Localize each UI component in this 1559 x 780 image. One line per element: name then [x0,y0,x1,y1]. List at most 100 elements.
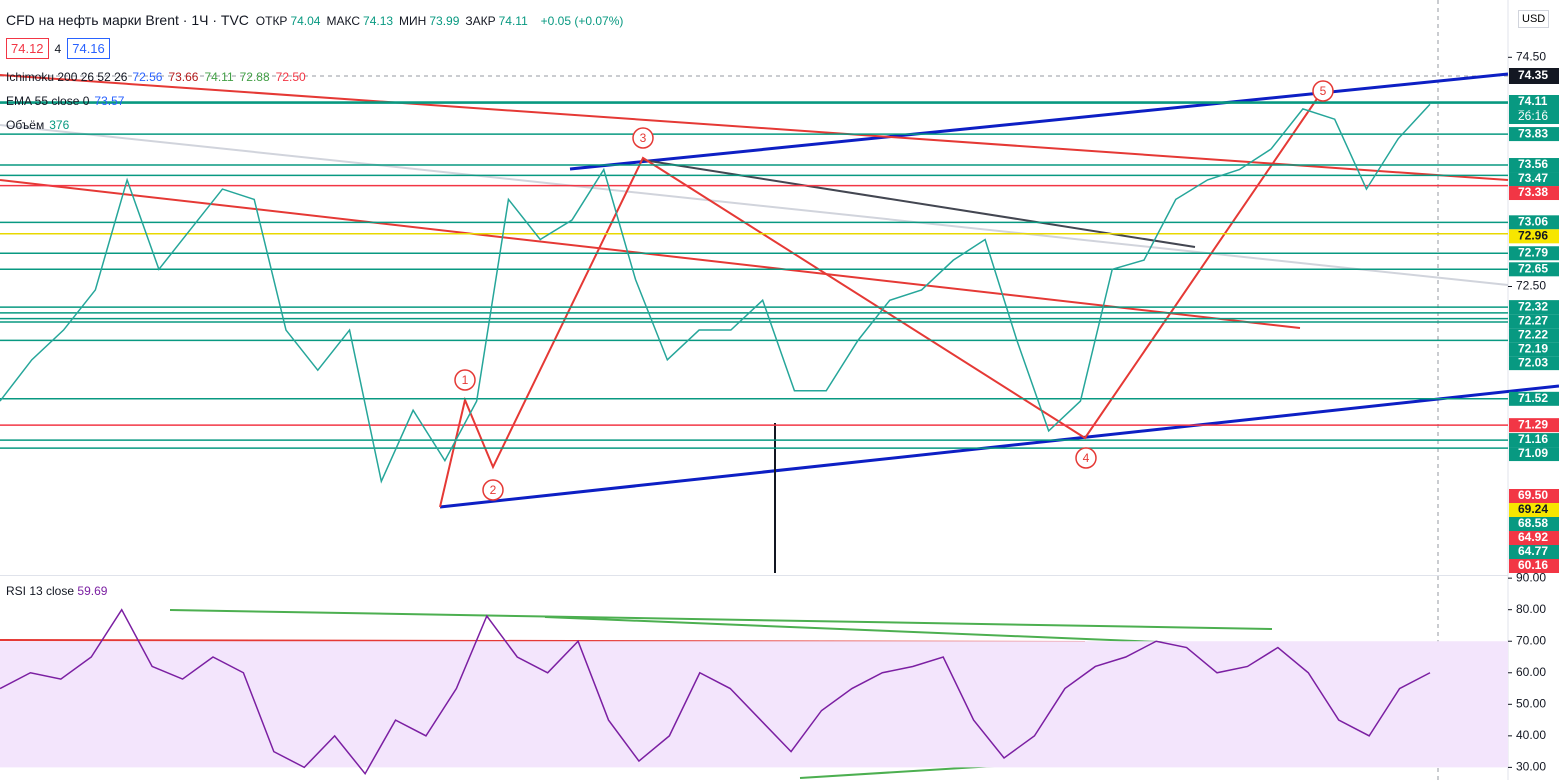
trendline [439,384,1559,509]
trendline [642,159,1196,248]
buy-box[interactable]: 74.16 [67,38,110,59]
y-tick-label: 30.00 [1516,760,1546,774]
ohlc-label: МИН [399,14,427,28]
ohlc-value: 74.13 [363,14,394,28]
wave-label: 4 [1083,451,1090,465]
wave-label: 1 [462,373,469,387]
rsi-legend: RSI 13 close 59.69 [6,584,107,598]
y-tick-label: 40.00 [1516,728,1546,742]
price-badge [1509,229,1559,244]
pane-divider [0,575,1508,576]
indicator-value: 376 [49,118,70,132]
price-badge [1509,531,1559,545]
price-badge-label: 71.16 [1518,432,1548,446]
indicator-value: 72.50 [275,70,306,84]
crosshair-badge [1509,68,1559,84]
price-badge-label: 73.38 [1518,185,1548,199]
ohlc: ОТКР 74.04 МАКС 74.13 МИН 73.99 ЗАКР 74.11 [256,14,534,28]
price-badge [1509,300,1559,315]
boxes: 74.12 4 74.16 [6,38,116,59]
price-badge-label: 73.56 [1518,157,1548,171]
price-badge-label: 72.65 [1518,261,1548,275]
trendline [0,124,1509,286]
rsi-trendline [169,609,1273,630]
rsi-line [0,608,1431,776]
price-badge [1509,503,1559,517]
price-badge-label: 72.96 [1518,228,1548,242]
price-line [0,103,1431,484]
indicator-value: 72.56 [132,70,163,84]
y-tick-label: 80.00 [1516,602,1546,616]
y-tick-label: 50.00 [1516,696,1546,710]
indicator-name: Объём [6,118,45,132]
price-badge-label: 72.03 [1518,355,1548,369]
price-badge [1509,489,1559,503]
wave-circle [632,127,654,149]
currency[interactable]: USD [1518,10,1550,28]
indicator-name: Ichimoku 200 26 52 26 [6,70,128,84]
price-badge [1509,314,1559,329]
wave-circle [454,369,476,391]
indicator-legend: Объём 376 [6,118,75,132]
wave-path [439,89,1324,508]
price-badge [1509,391,1559,406]
price-badge-label: 71.09 [1518,446,1548,460]
price-badge [1509,517,1559,531]
rsi-value: 59.69 [77,584,108,598]
y-tick-label: 74.50 [1516,49,1546,63]
symbol: CFD на нефть марки Brent · 1Ч · TVC [6,12,249,28]
price-badge [1509,127,1559,142]
price-badge [1509,433,1559,448]
price-badge-label: 72.19 [1518,341,1548,355]
spread: 4 [54,42,62,56]
price-badge [1509,215,1559,230]
price-badge-label: 71.52 [1518,391,1548,405]
wave-label: 5 [1320,84,1327,98]
trendline [569,72,1509,171]
price-badge [1509,94,1559,109]
wave-circle [1312,80,1334,102]
trendline [0,74,1509,181]
price-badge-label: 72.79 [1518,245,1548,259]
price-badge-label: 72.22 [1518,327,1548,341]
price-badge [1509,545,1559,559]
header: CFD на нефть марки Brent · 1Ч · TVC ОТКР… [6,12,626,28]
price-badge [1509,186,1559,201]
price-badge-label: 64.92 [1518,530,1548,544]
y-tick-label: 60.00 [1516,665,1546,679]
wave-circle [1075,447,1097,469]
price-badge-label: 69.50 [1518,488,1548,502]
price-badge-label: 72.27 [1518,313,1548,327]
price-badge-label: 60.16 [1518,558,1548,572]
indicator-legend: EMA 55 close 0 73.57 [6,94,130,108]
indicator-value: 74.11 [204,70,234,84]
wave-label: 3 [640,131,647,145]
price-badge-label: 64.77 [1518,544,1548,558]
indicator-value: 72.88 [239,70,270,84]
ohlc-label: ОТКР [255,14,288,28]
price-badge [1509,559,1559,573]
price-badge-label: 73.83 [1518,126,1548,140]
price-badge-label: 74.11 [1518,94,1548,108]
rsi-band [0,641,1508,768]
ohlc-value: 74.04 [290,14,321,28]
price-badge [1509,356,1559,371]
indicator-legend: Ichimoku 200 26 52 26 72.56 73.66 74.11 72.8… [6,70,312,84]
wave-circle [482,479,504,501]
price-badge-label: 69.24 [1518,502,1548,516]
price-badge-label: 73.06 [1518,214,1548,228]
price-badge [1509,262,1559,277]
countdown-badge [1509,111,1559,124]
price-badge [1509,246,1559,261]
sell-box[interactable]: 74.12 [6,38,49,59]
price-badge-label: 73.47 [1518,171,1548,185]
y-tick-label: 90.00 [1516,570,1546,584]
price-badge-label: 71.29 [1518,417,1548,431]
price-badge-label: 72.32 [1518,299,1548,313]
countdown-label: 26:16 [1518,109,1548,123]
price-badge [1509,342,1559,357]
price-badge-label: 68.58 [1518,516,1548,530]
price-badge [1509,172,1559,187]
